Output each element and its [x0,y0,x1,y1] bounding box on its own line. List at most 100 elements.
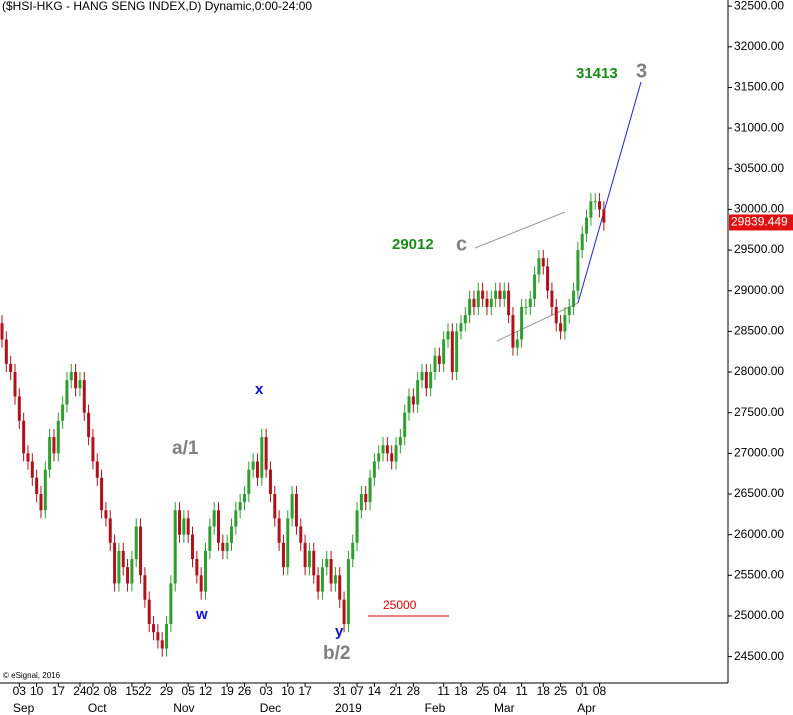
candle-body [437,355,441,364]
candle-body [35,477,39,494]
wave-label: 3 [636,60,647,82]
candle-body [533,274,537,299]
x-tick-label: 21 [389,684,403,698]
candle-body [541,258,545,267]
x-tick-label: 18 [537,684,551,698]
candle-body [182,518,186,535]
x-tick-label: 22 [138,684,152,698]
candle-body [368,477,372,503]
x-tick-label: 14 [368,684,382,698]
wave-label: w [195,606,208,623]
candle-body [359,493,363,511]
x-tick-label: 17 [298,684,312,698]
candle-body [4,339,8,364]
x-tick-label: 08 [593,684,607,698]
candle-body [520,306,524,340]
y-tick-label: 28500.00 [734,324,784,338]
candle-body [108,518,112,543]
candle-body [411,396,415,405]
candle-body [489,298,493,307]
month-label: Nov [173,701,194,715]
wave-label: 31413 [576,65,618,82]
candle-body [156,632,160,641]
candle-body [585,217,589,234]
candle-body [160,640,164,649]
candle-body [264,437,268,470]
y-tick-label: 25500.00 [734,567,784,581]
x-tick-label: 12 [199,684,213,698]
candle-body [485,298,489,307]
candle-body [602,209,606,223]
candle-body [307,550,311,568]
y-tick-label: 26500.00 [734,486,784,500]
candle-body [342,599,346,625]
x-tick-label: 25 [476,684,490,698]
candle-body [260,437,264,478]
candle-body [251,461,255,470]
candle-body [559,323,563,332]
x-tick-label: 03 [259,684,273,698]
candle-body [277,518,281,543]
y-tick-label: 30000.00 [734,202,784,216]
y-tick-label: 28000.00 [734,364,784,378]
candle-body [338,575,342,600]
candle-body [225,542,229,551]
candle-body [433,355,437,373]
y-tick-label: 24500.00 [734,649,784,663]
y-tick-label: 31000.00 [734,120,784,134]
candle-body [377,453,381,462]
candle-body [281,542,285,568]
month-label: Sep [13,701,35,715]
last-price-label: 29839.449 [731,215,788,229]
month-label: Dec [260,701,281,715]
candle-body [234,510,238,527]
candle-body [442,339,446,364]
candle-body [312,550,316,576]
x-tick-label: 11 [515,684,528,698]
candle-body [217,510,220,543]
y-tick-label: 25000.00 [734,608,784,622]
y-tick-label: 29500.00 [734,242,784,256]
candle-body [515,339,519,348]
candle-body [563,315,567,332]
candle-body [593,201,597,203]
candle-body [178,510,182,535]
candle-body [268,469,272,494]
candle-body [30,461,34,478]
candle-body [43,469,47,511]
wave-label: a/1 [172,438,199,459]
candle-body [329,559,333,584]
candle-body [472,298,476,307]
x-tick-label: 07 [350,684,364,698]
month-label: 2019 [335,701,362,715]
candle-body [390,453,394,462]
chart-title: ($HSI-HKG - HANG SENG INDEX,D) Dynamic,0… [2,0,312,13]
candle-body [186,518,190,535]
candle-body [403,412,407,438]
month-label: Oct [88,701,107,715]
candle-body [238,502,242,511]
candle-body [481,290,485,299]
month-label: Apr [577,701,596,715]
candle-body [286,518,290,568]
candle-body [385,445,389,454]
candle-body [351,542,355,560]
wave-label: c [456,233,467,255]
candle-body [576,250,580,291]
candle-body [429,372,433,389]
candle-body [459,323,463,332]
x-tick-label: 28 [407,684,421,698]
candle-body [56,420,60,454]
candle-body [130,559,134,584]
candle-body [455,331,459,373]
x-tick-label: 02 [86,684,100,698]
candle-body [78,380,82,389]
candle-body [333,575,337,584]
candle-body [13,372,17,397]
candle-body [95,461,99,478]
candle-body [572,290,576,307]
candle-body [381,445,385,454]
candle-body [113,542,117,584]
x-tick-label: 01 [576,684,590,698]
